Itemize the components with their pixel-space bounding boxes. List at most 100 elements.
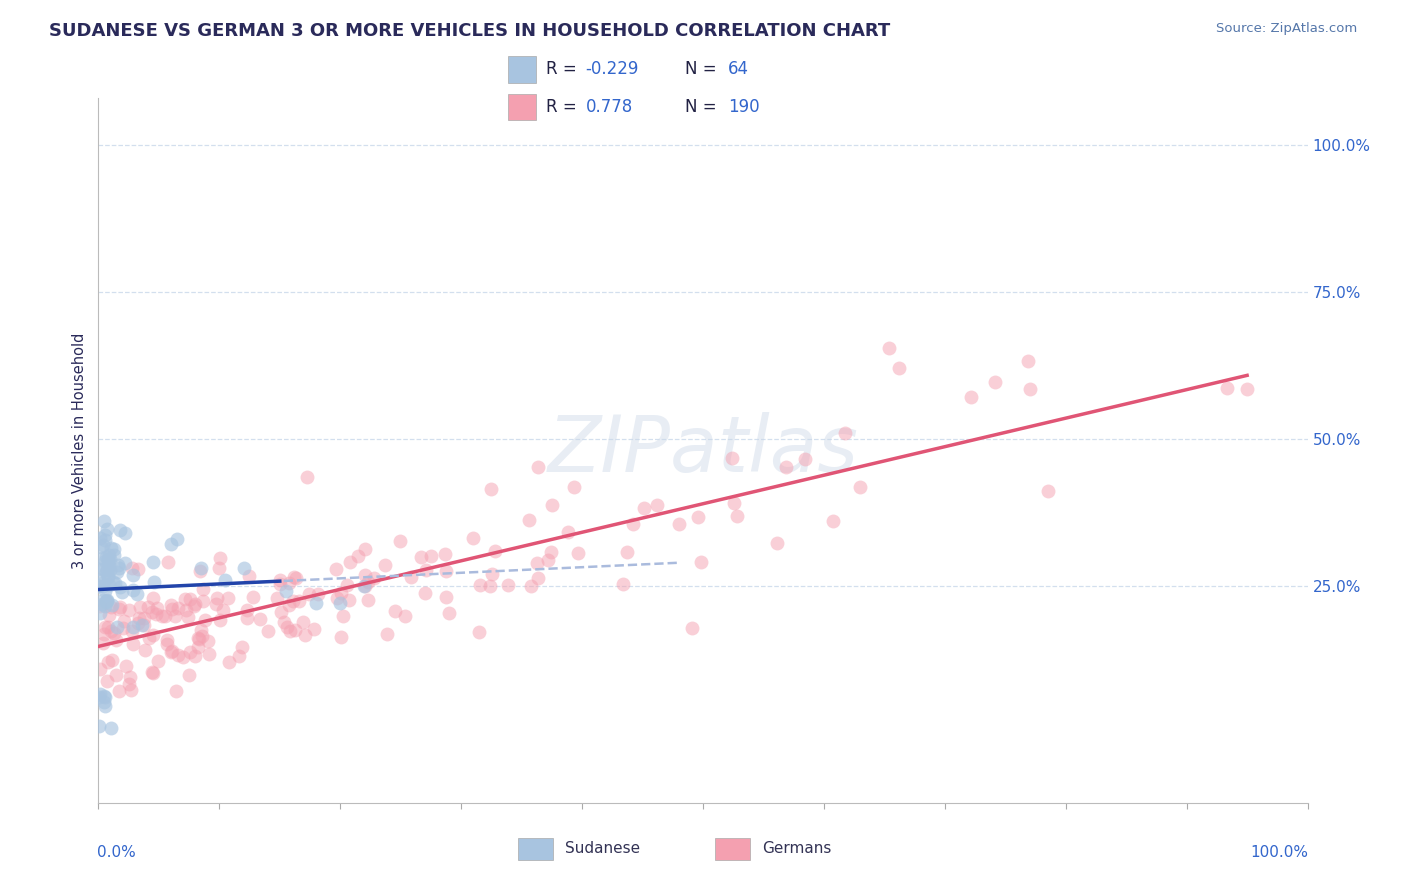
Point	[108, 684, 131, 698]
Point	[159, 599, 181, 613]
Point	[163, 608, 186, 623]
Point	[668, 517, 690, 532]
Point	[184, 597, 207, 611]
Point	[329, 596, 352, 610]
Point	[353, 579, 375, 593]
Point	[118, 677, 141, 691]
Point	[209, 613, 232, 627]
Point	[97, 552, 120, 566]
Point	[155, 608, 177, 623]
Point	[526, 556, 548, 570]
Point	[377, 627, 399, 641]
Point	[330, 631, 353, 645]
Point	[89, 562, 111, 576]
Point	[120, 682, 142, 697]
Point	[437, 606, 460, 620]
Point	[97, 656, 120, 670]
Point	[104, 576, 127, 591]
Point	[357, 575, 380, 590]
Point	[93, 695, 115, 709]
Point	[156, 633, 179, 648]
Point	[960, 390, 983, 404]
Point	[1216, 381, 1239, 395]
Text: N =: N =	[685, 98, 721, 116]
Point	[89, 573, 111, 587]
Point	[187, 632, 209, 646]
Point	[104, 668, 127, 682]
Point	[479, 579, 502, 593]
Point	[112, 615, 135, 629]
Point	[97, 569, 120, 583]
Point	[269, 577, 291, 591]
Text: 0.778: 0.778	[586, 98, 633, 116]
Point	[128, 610, 150, 624]
Point	[281, 594, 304, 608]
Text: Sudanese: Sudanese	[565, 841, 640, 855]
Point	[107, 561, 129, 575]
Point	[121, 561, 143, 575]
Point	[105, 565, 128, 579]
Text: 100.0%: 100.0%	[1251, 845, 1309, 860]
Point	[184, 648, 207, 663]
Point	[94, 619, 117, 633]
Point	[765, 536, 787, 550]
Text: ZIPatlas: ZIPatlas	[547, 412, 859, 489]
Point	[132, 611, 155, 625]
Point	[89, 662, 111, 676]
Point	[298, 587, 321, 601]
Point	[156, 637, 179, 651]
Y-axis label: 3 or more Vehicles in Household: 3 or more Vehicles in Household	[72, 333, 87, 568]
Point	[347, 549, 370, 563]
Point	[98, 564, 121, 578]
Point	[94, 566, 117, 580]
Point	[725, 509, 748, 524]
Point	[329, 586, 352, 600]
Point	[94, 699, 117, 714]
Point	[208, 551, 231, 566]
Point	[103, 626, 125, 640]
Point	[280, 624, 302, 639]
Point	[89, 687, 111, 701]
Bar	[509, 56, 536, 83]
Point	[686, 510, 709, 524]
Point	[150, 609, 173, 624]
Point	[889, 360, 911, 375]
Point	[100, 721, 122, 735]
Point	[166, 532, 188, 546]
Point	[214, 573, 236, 587]
Point	[96, 522, 118, 536]
Point	[91, 579, 114, 593]
Text: Source: ZipAtlas.com: Source: ZipAtlas.com	[1216, 22, 1357, 36]
Point	[94, 527, 117, 541]
Point	[118, 603, 141, 617]
Point	[146, 654, 169, 668]
Point	[107, 558, 129, 572]
Text: R =: R =	[546, 98, 582, 116]
Point	[419, 549, 441, 563]
Point	[97, 569, 120, 583]
Point	[190, 624, 212, 638]
Point	[141, 665, 163, 679]
Point	[228, 649, 250, 664]
Point	[96, 550, 118, 565]
Point	[285, 571, 308, 585]
Point	[339, 555, 361, 569]
Point	[141, 605, 163, 619]
Point	[645, 498, 668, 512]
Point	[519, 513, 541, 527]
Point	[142, 574, 165, 589]
Point	[93, 626, 115, 640]
Point	[236, 610, 259, 624]
Point	[562, 480, 585, 494]
Point	[91, 635, 114, 649]
Point	[332, 609, 354, 624]
Point	[122, 619, 145, 633]
Point	[276, 620, 298, 634]
Point	[176, 610, 198, 624]
Point	[156, 555, 179, 569]
Point	[384, 603, 406, 617]
Point	[238, 569, 260, 583]
Point	[166, 601, 188, 615]
Point	[527, 459, 550, 474]
Point	[479, 483, 502, 497]
